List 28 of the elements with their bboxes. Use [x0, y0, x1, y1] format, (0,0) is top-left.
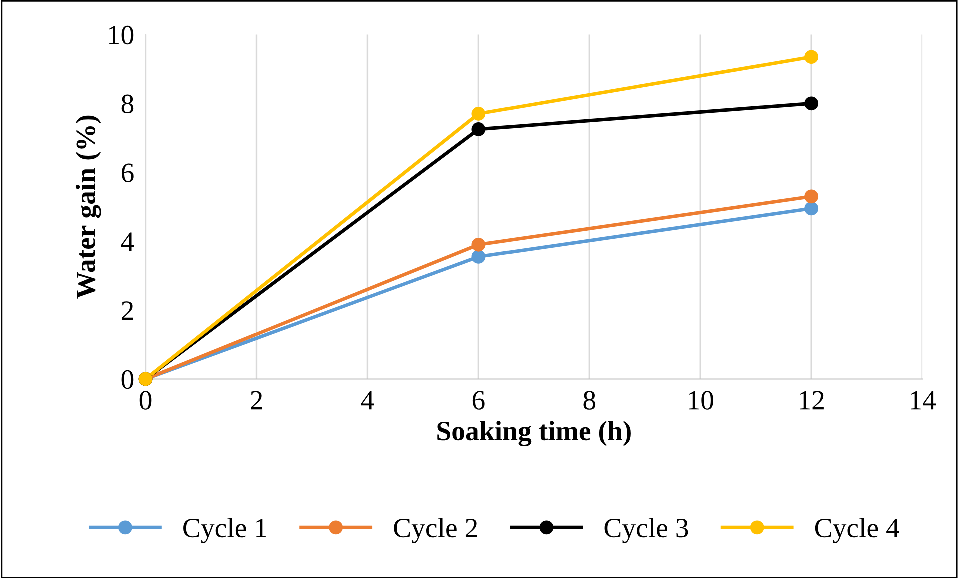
point: [804, 96, 819, 111]
y-tick-label: 10: [109, 26, 134, 45]
point: [804, 190, 819, 204]
y-axis-title: Water gain (%): [76, 116, 102, 299]
y-tick-label: 0: [122, 370, 134, 390]
legend-label: Cycle 4: [815, 518, 900, 544]
x-tick-label: 4: [361, 391, 374, 410]
legend-label: Cycle 2: [394, 518, 478, 544]
point: [804, 202, 819, 216]
x-tick-label: 2: [251, 391, 262, 410]
x-tick-label: 14: [911, 391, 936, 410]
point: [472, 238, 486, 252]
x-tick-label: 0: [140, 391, 152, 410]
x-tick-label: 10: [689, 391, 714, 410]
point: [472, 107, 486, 121]
y-tick-label: 6: [122, 164, 134, 182]
point: [804, 50, 819, 64]
x-axis-title: Soaking time (h): [438, 421, 631, 447]
y-tick-label: 4: [121, 232, 134, 252]
x-tick-label: 8: [584, 391, 596, 410]
legend-label: Cycle 3: [604, 518, 688, 544]
x-tick-label: 6: [472, 391, 485, 410]
y-tick-label: 2: [122, 302, 134, 320]
point: [472, 122, 486, 136]
legend-label: Cycle 1: [184, 518, 266, 544]
point: [472, 250, 486, 264]
y-tick-label: 8: [122, 94, 134, 114]
x-tick-label: 12: [800, 391, 824, 410]
